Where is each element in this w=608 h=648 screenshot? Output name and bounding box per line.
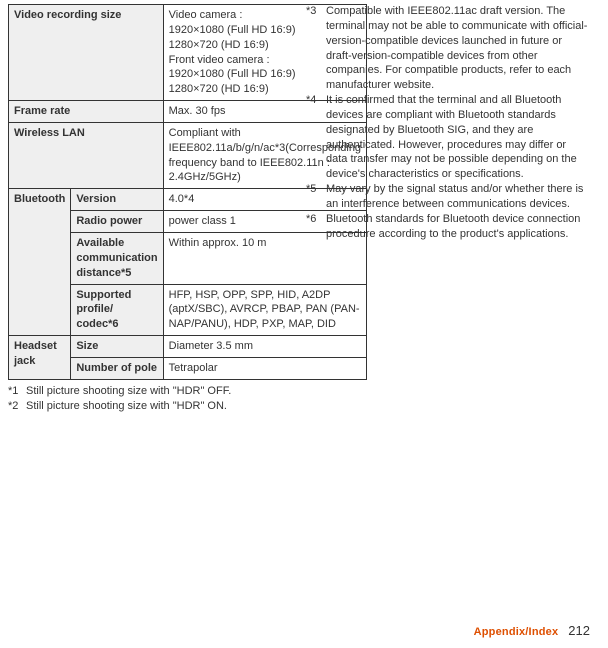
page-footer: Appendix/Index 212	[474, 622, 590, 640]
footnote-num: *1	[8, 384, 22, 399]
cell-label: Size	[76, 340, 98, 352]
cell-label: Video recording size	[14, 9, 121, 21]
cell-label: Frame rate	[14, 105, 70, 117]
cell-label: Bluetooth	[14, 193, 65, 205]
right-column: *3 Compatible with IEEE802.11ac draft ve…	[306, 4, 590, 413]
footnote-num: *2	[8, 399, 22, 414]
footnote: *3 Compatible with IEEE802.11ac draft ve…	[306, 4, 590, 93]
footnote-num: *6	[306, 212, 322, 242]
cell-value: 4.0*4	[169, 193, 195, 205]
footnote-num: *3	[306, 4, 322, 93]
left-footnotes: *1 Still picture shooting size with "HDR…	[8, 384, 292, 414]
cell-label: Wireless LAN	[14, 127, 85, 139]
footnote-num: *4	[306, 93, 322, 182]
footer-page-number: 212	[568, 622, 590, 640]
cell-value: Tetrapolar	[169, 362, 218, 374]
cell-value: Within approx. 10 m	[169, 237, 267, 249]
cell-label: Radio power	[76, 215, 142, 227]
footnote: *1 Still picture shooting size with "HDR…	[8, 384, 292, 399]
cell-label: Number of pole	[76, 362, 157, 374]
cell-label: Available communication distance*5	[76, 237, 157, 279]
left-column: Video recording size Video camera : 1920…	[8, 4, 292, 413]
footnote: *4 It is confirmed that the terminal and…	[306, 93, 590, 182]
cell-value: Diameter 3.5 mm	[169, 340, 253, 352]
footnote: *2 Still picture shooting size with "HDR…	[8, 399, 292, 414]
cell-label: Version	[76, 193, 116, 205]
page-columns: Video recording size Video camera : 1920…	[8, 4, 590, 413]
cell-value: Video camera : 1920×1080 (Full HD 16:9) …	[169, 9, 296, 95]
footnote-text: Bluetooth standards for Bluetooth device…	[326, 212, 590, 242]
footnote-text: Still picture shooting size with "HDR" O…	[26, 399, 292, 414]
footnote-text: Still picture shooting size with "HDR" O…	[26, 384, 292, 399]
footnote: *5 May vary by the signal status and/or …	[306, 182, 590, 212]
cell-value: Max. 30 fps	[169, 105, 226, 117]
footnote-text: Compatible with IEEE802.11ac draft versi…	[326, 4, 590, 93]
footnote-text: It is confirmed that the terminal and al…	[326, 93, 590, 182]
cell-label: Supported profile/ codec*6	[76, 289, 131, 331]
footnote-text: May vary by the signal status and/or whe…	[326, 182, 590, 212]
footnote-num: *5	[306, 182, 322, 212]
footer-section: Appendix/Index	[474, 625, 559, 640]
footnote: *6 Bluetooth standards for Bluetooth dev…	[306, 212, 590, 242]
cell-value: power class 1	[169, 215, 236, 227]
cell-label: Headset jack	[14, 340, 57, 367]
